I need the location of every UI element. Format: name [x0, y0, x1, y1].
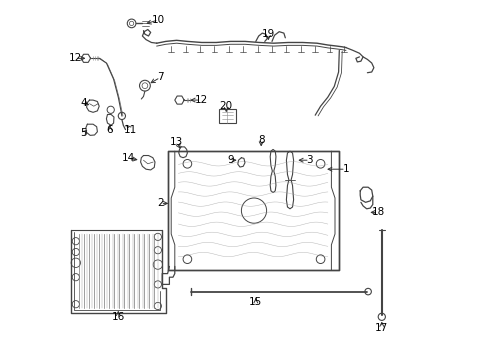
Text: 12: 12 [195, 95, 208, 105]
Text: 17: 17 [375, 323, 389, 333]
Text: 3: 3 [306, 155, 313, 165]
Text: 11: 11 [124, 125, 137, 135]
Text: 1: 1 [343, 164, 349, 174]
Text: 5: 5 [80, 128, 87, 138]
Text: 7: 7 [157, 72, 164, 82]
Text: 19: 19 [262, 29, 275, 39]
Text: 6: 6 [107, 125, 113, 135]
Text: 18: 18 [371, 207, 385, 217]
Text: 9: 9 [227, 155, 234, 165]
Text: 16: 16 [112, 312, 125, 322]
Circle shape [365, 288, 371, 295]
Text: 20: 20 [220, 101, 233, 111]
Text: 14: 14 [122, 153, 135, 163]
Text: 2: 2 [157, 198, 164, 208]
Text: 8: 8 [258, 135, 265, 145]
Text: 4: 4 [80, 98, 87, 108]
Text: 13: 13 [170, 137, 183, 147]
Text: 12: 12 [69, 53, 82, 63]
Text: 15: 15 [249, 297, 263, 307]
Text: 10: 10 [152, 15, 165, 25]
